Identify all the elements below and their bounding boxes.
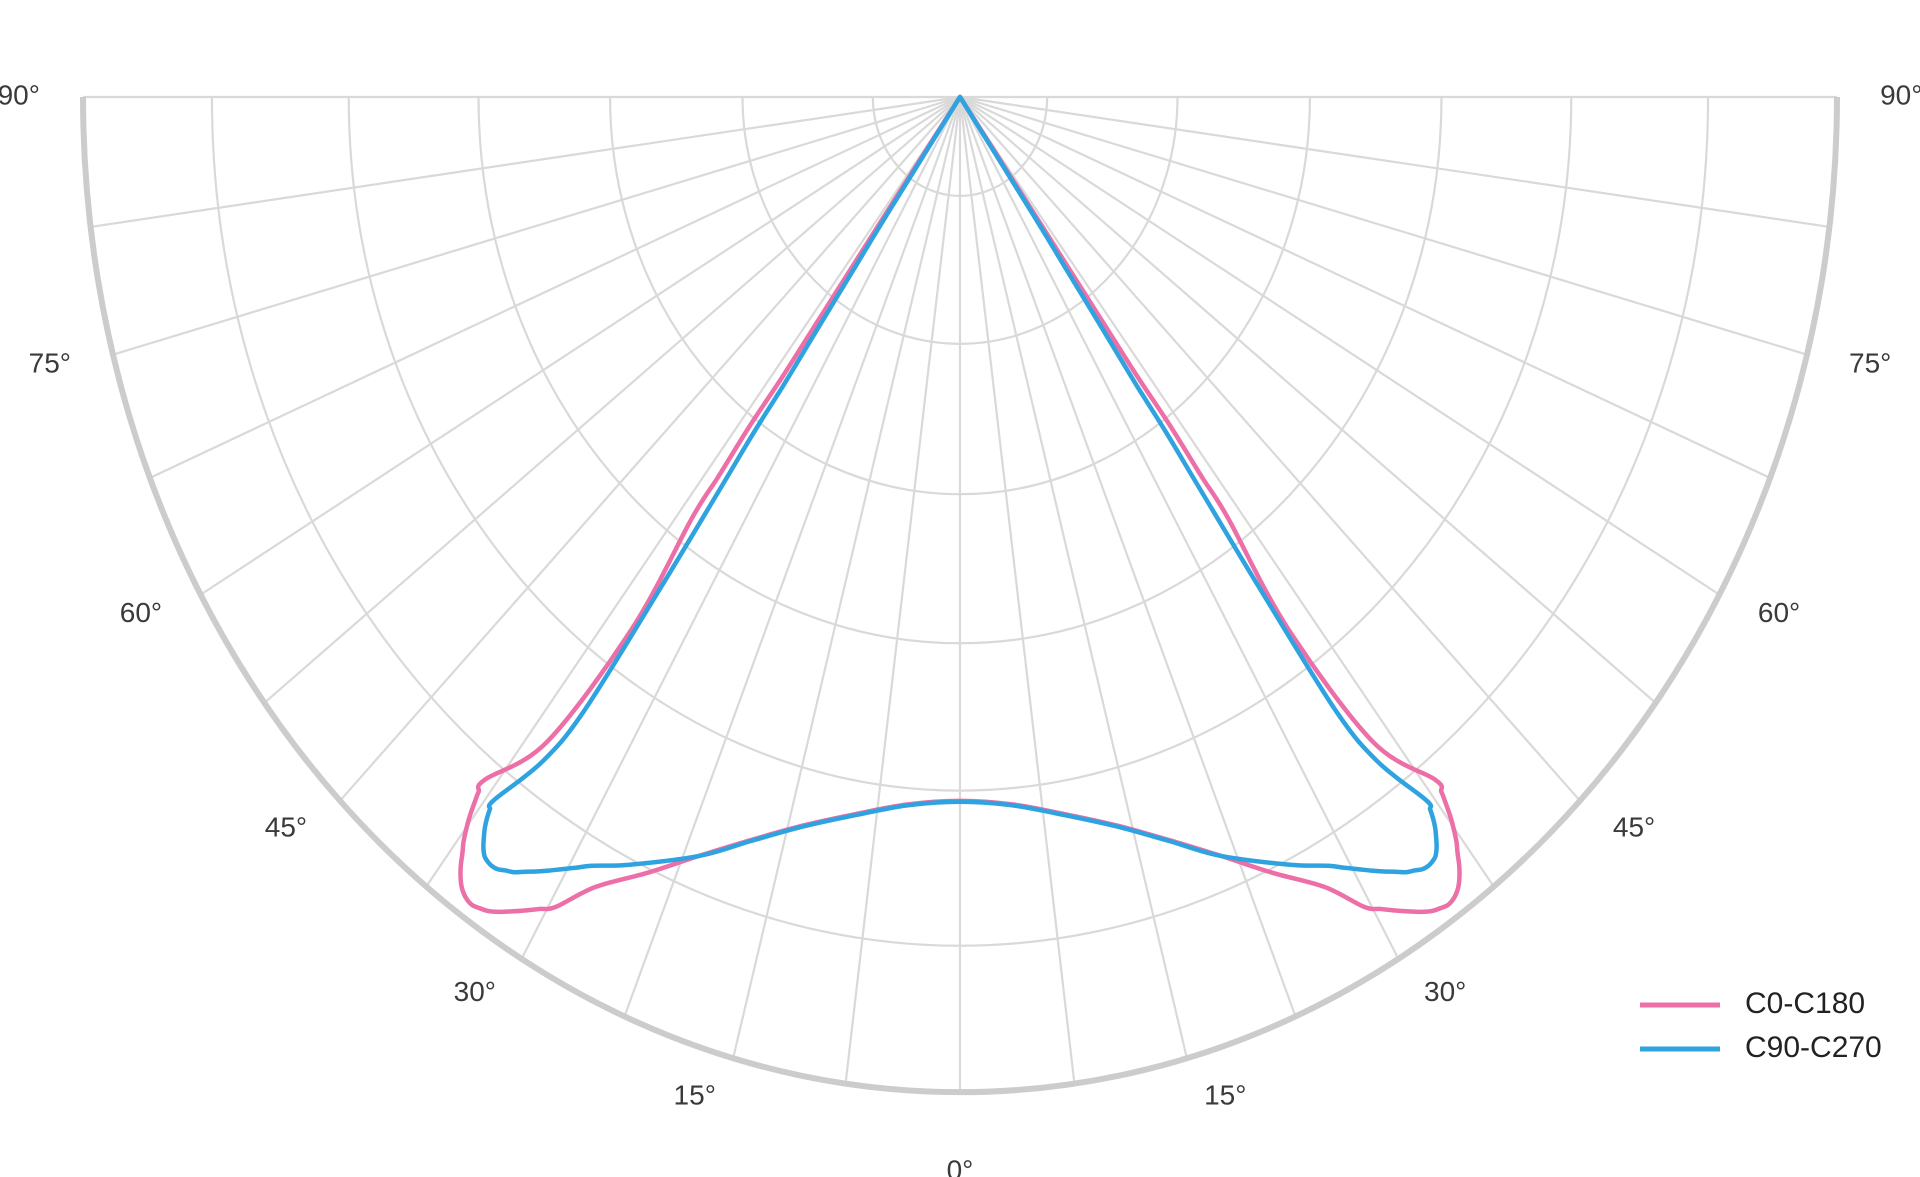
svg-text:0°: 0° [947,1155,974,1177]
svg-text:15°: 15° [674,1079,716,1110]
svg-text:75°: 75° [1849,347,1891,378]
svg-text:60°: 60° [1758,597,1800,628]
svg-text:90°: 90° [1880,79,1920,110]
svg-text:45°: 45° [265,811,307,842]
svg-text:30°: 30° [1424,976,1466,1007]
svg-text:C90-C270: C90-C270 [1745,1031,1882,1064]
svg-text:45°: 45° [1613,811,1655,842]
svg-text:75°: 75° [29,347,71,378]
svg-text:90°: 90° [0,79,40,110]
svg-text:15°: 15° [1204,1079,1246,1110]
svg-text:60°: 60° [120,597,162,628]
svg-text:C0-C180: C0-C180 [1745,987,1865,1020]
svg-text:30°: 30° [454,976,496,1007]
